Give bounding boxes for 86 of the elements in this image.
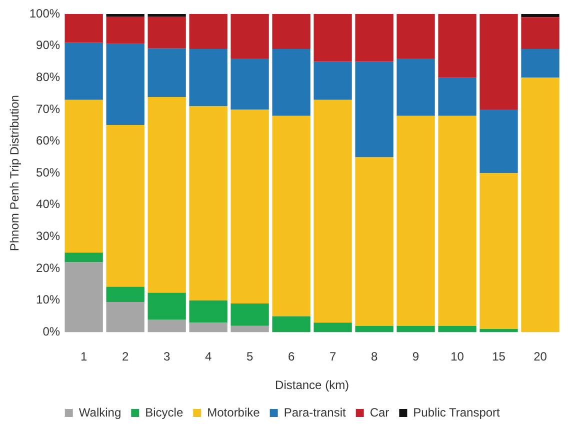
bar — [396, 116, 435, 326]
bar — [106, 14, 144, 17]
y-tick-label: 100% — [29, 6, 60, 20]
y-tick-label: 70% — [36, 102, 60, 116]
bar — [438, 326, 476, 332]
bar — [148, 319, 186, 332]
bar — [148, 16, 186, 48]
bar — [230, 14, 269, 59]
x-tick-label: 9 — [412, 350, 420, 364]
bar — [480, 329, 518, 332]
bar — [355, 14, 394, 62]
legend-label: Car — [370, 405, 390, 420]
bar — [521, 17, 560, 49]
bar — [230, 109, 269, 304]
bar — [106, 44, 144, 126]
x-tick-label: 3 — [163, 350, 170, 364]
bar — [106, 302, 144, 332]
legend-label: Para-transit — [284, 405, 347, 420]
x-tick-label: 8 — [370, 350, 378, 364]
bar — [272, 316, 310, 332]
bar — [106, 125, 144, 287]
bar — [438, 78, 476, 116]
bar — [64, 42, 103, 100]
bar — [521, 14, 560, 18]
x-tick-label: 5 — [246, 350, 254, 364]
bar — [272, 14, 310, 49]
bar — [148, 97, 186, 293]
bar — [521, 49, 560, 78]
y-tick-label: 50% — [36, 165, 60, 180]
y-tick-label: 80% — [36, 70, 60, 84]
bar — [64, 100, 103, 253]
x-tick-label: 10 — [450, 350, 464, 364]
bar — [64, 262, 103, 332]
bar — [480, 109, 518, 174]
x-tick-label: 15 — [492, 350, 506, 364]
bar — [480, 14, 518, 110]
bar — [438, 14, 476, 78]
bar — [106, 16, 144, 44]
bar — [64, 14, 103, 43]
bar — [272, 116, 310, 316]
bar — [189, 322, 228, 332]
y-tick-label: 10% — [36, 292, 60, 307]
bar — [189, 49, 228, 106]
x-tick-label: 20 — [534, 350, 548, 364]
bar — [148, 48, 186, 98]
y-tick-label: 0% — [42, 324, 60, 339]
bar — [355, 62, 394, 158]
bar — [314, 322, 352, 332]
legend-label: Bicycle — [145, 405, 184, 420]
bar — [230, 304, 269, 326]
bar — [106, 286, 144, 302]
bar — [272, 49, 310, 116]
x-tick-label: 6 — [288, 350, 295, 364]
bar — [396, 58, 435, 116]
y-tick-label: 90% — [36, 38, 60, 52]
x-tick-label: 4 — [204, 350, 212, 364]
legend-label: Walking — [78, 405, 122, 420]
x-tick-label: 7 — [329, 350, 336, 364]
bar — [438, 116, 476, 326]
bar — [396, 14, 435, 59]
bar — [355, 157, 394, 326]
bar — [64, 252, 103, 262]
bar — [396, 326, 435, 332]
bar — [148, 14, 186, 17]
bar — [521, 78, 560, 332]
x-axis-title: Distance (km) — [275, 378, 350, 392]
bar — [314, 62, 352, 100]
bar — [230, 326, 269, 332]
y-tick-label: 60% — [36, 134, 60, 148]
bar — [189, 14, 228, 49]
bar — [314, 14, 352, 62]
bar — [189, 106, 228, 300]
legend-label: Public Transport — [413, 405, 501, 420]
bar — [148, 292, 186, 320]
bar — [314, 100, 352, 323]
bar — [189, 300, 228, 323]
legend-label: Motorbike — [207, 405, 260, 420]
bar — [355, 326, 394, 332]
bar — [480, 173, 518, 330]
y-tick-label: 20% — [36, 260, 60, 275]
x-tick-label: 2 — [122, 350, 129, 364]
y-tick-label: 40% — [36, 197, 60, 212]
y-tick-label: 30% — [36, 229, 60, 244]
x-tick-label: 1 — [80, 350, 88, 364]
y-axis-title: Phnom Penh Trip Distribution — [8, 95, 22, 252]
bar — [230, 58, 269, 110]
